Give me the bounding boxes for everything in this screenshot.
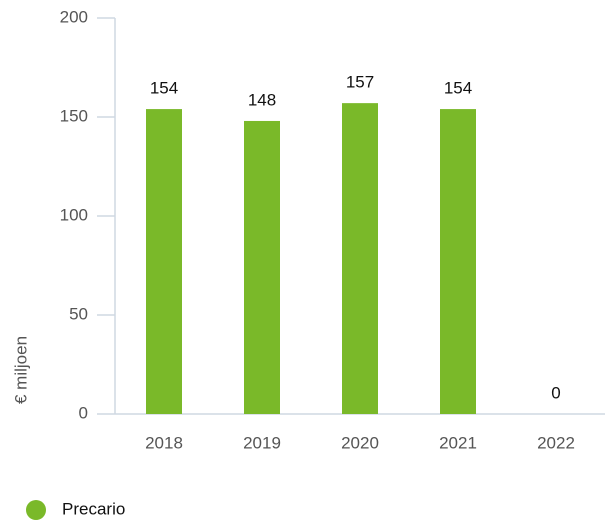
y-tick-label: 200 <box>60 7 88 26</box>
legend-label: Precario <box>62 499 125 518</box>
x-tick-label: 2022 <box>537 433 575 452</box>
bar <box>342 103 378 414</box>
data-label: 154 <box>444 79 472 98</box>
x-tick-label: 2021 <box>439 433 477 452</box>
y-axis-label: € miljoen <box>11 336 30 404</box>
legend-swatch <box>26 500 46 520</box>
bar <box>440 109 476 414</box>
y-tick-label: 150 <box>60 106 88 125</box>
data-label: 154 <box>150 79 178 98</box>
y-tick-label: 50 <box>69 304 88 323</box>
bar <box>244 120 280 415</box>
y-tick-label: 100 <box>60 205 88 224</box>
x-tick-label: 2018 <box>145 433 183 452</box>
bar <box>146 109 182 414</box>
x-tick-label: 2020 <box>341 433 379 452</box>
data-label: 0 <box>551 383 560 402</box>
data-label: 148 <box>248 90 276 109</box>
y-tick-label: 0 <box>79 403 88 422</box>
x-tick-label: 2019 <box>243 433 281 452</box>
data-label: 157 <box>346 73 374 92</box>
